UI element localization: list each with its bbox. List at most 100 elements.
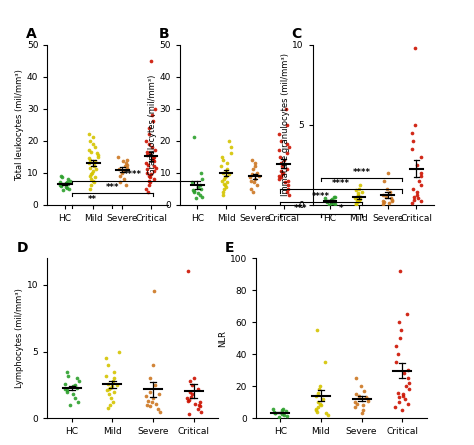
Point — [321, 195, 329, 202]
Point — [354, 191, 361, 198]
Point — [145, 131, 153, 138]
Text: *: * — [339, 204, 344, 213]
Point — [146, 174, 153, 181]
Point — [249, 171, 256, 178]
Point — [90, 179, 98, 186]
Point — [413, 191, 420, 198]
Point — [314, 389, 322, 396]
Text: ****: **** — [312, 191, 330, 201]
Point — [196, 191, 203, 198]
Point — [143, 148, 151, 155]
Point — [146, 375, 154, 382]
Point — [408, 199, 415, 206]
Point — [227, 150, 235, 157]
Point — [355, 392, 363, 400]
Point — [114, 153, 122, 160]
Point — [146, 150, 153, 157]
Point — [396, 394, 403, 401]
Point — [58, 174, 65, 181]
Point — [91, 158, 98, 165]
Point — [410, 196, 418, 203]
Point — [187, 393, 195, 400]
Point — [191, 134, 198, 141]
Point — [189, 187, 197, 194]
Point — [123, 161, 130, 168]
Point — [143, 401, 151, 409]
Point — [353, 193, 361, 200]
Point — [402, 383, 410, 390]
Point — [380, 191, 387, 198]
Point — [195, 190, 202, 197]
Point — [314, 399, 322, 406]
Point — [285, 143, 292, 150]
Point — [248, 156, 255, 163]
Point — [401, 396, 409, 403]
Point — [330, 197, 337, 204]
Point — [275, 413, 283, 420]
Point — [280, 412, 288, 419]
Point — [281, 179, 289, 186]
Point — [278, 407, 286, 414]
Point — [351, 195, 359, 202]
Point — [277, 137, 284, 144]
Point — [392, 359, 400, 366]
Point — [88, 169, 96, 176]
Point — [359, 407, 367, 414]
Point — [352, 199, 359, 206]
Point — [247, 185, 255, 192]
Point — [197, 169, 205, 176]
Point — [146, 179, 154, 186]
Point — [115, 166, 123, 173]
Point — [69, 391, 77, 398]
Point — [188, 381, 195, 388]
Point — [417, 153, 425, 160]
Point — [355, 197, 362, 204]
Point — [352, 391, 359, 398]
Point — [380, 177, 388, 184]
Point — [187, 377, 194, 384]
Point — [400, 370, 408, 377]
Point — [224, 179, 231, 186]
Point — [115, 348, 123, 355]
Point — [220, 175, 228, 182]
Point — [322, 198, 329, 205]
Point — [66, 177, 73, 184]
Point — [145, 172, 153, 179]
Point — [122, 159, 130, 166]
Point — [110, 388, 118, 395]
Point — [357, 383, 365, 390]
Y-axis label: Granulocytes (mil/mm³): Granulocytes (mil/mm³) — [148, 74, 157, 175]
Point — [280, 406, 287, 413]
Point — [102, 372, 109, 379]
Text: C: C — [291, 27, 301, 41]
Point — [146, 124, 153, 131]
Point — [86, 172, 93, 179]
Point — [185, 396, 193, 403]
Point — [223, 159, 231, 166]
Point — [385, 199, 392, 206]
Point — [64, 372, 72, 379]
Point — [88, 182, 95, 189]
Point — [109, 399, 117, 406]
Point — [352, 200, 359, 207]
Point — [57, 182, 65, 189]
Point — [72, 395, 79, 402]
Point — [62, 183, 70, 190]
Point — [151, 175, 158, 182]
Point — [316, 400, 324, 408]
Point — [119, 158, 127, 165]
Point — [411, 44, 419, 51]
Point — [104, 404, 111, 411]
Point — [284, 185, 292, 192]
Point — [64, 180, 72, 187]
Point — [191, 375, 198, 382]
Point — [92, 166, 100, 173]
Point — [152, 164, 160, 171]
Point — [56, 178, 64, 185]
Point — [395, 319, 403, 326]
Point — [219, 169, 227, 176]
Point — [146, 403, 154, 410]
Point — [399, 391, 407, 398]
Point — [149, 156, 157, 163]
Point — [223, 183, 230, 190]
